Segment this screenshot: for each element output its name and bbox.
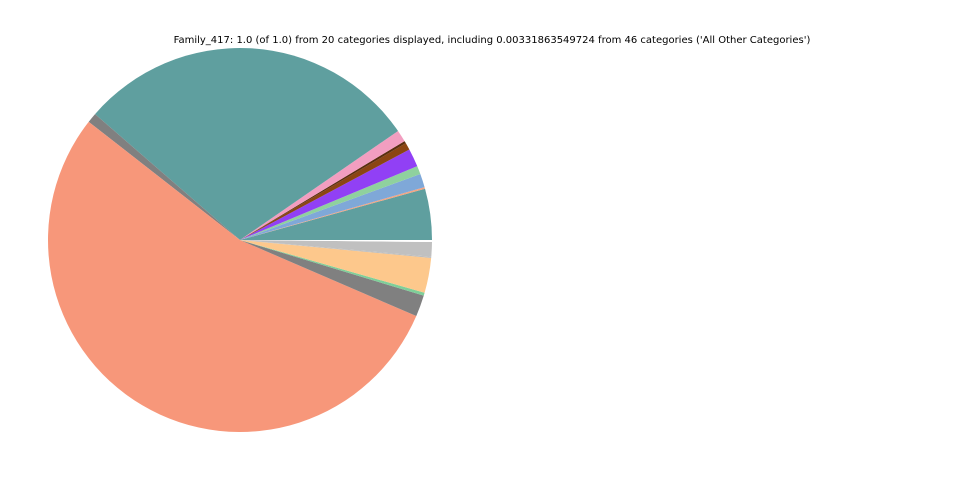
pie-slice: [240, 240, 432, 258]
chart-title: Family_417: 1.0 (of 1.0) from 20 categor…: [174, 35, 811, 46]
pie-slice: [240, 240, 432, 293]
pie-slice: [95, 47, 399, 240]
pie-slice: [240, 240, 425, 296]
pie-slice: [240, 143, 410, 240]
pie-slice: [240, 240, 432, 257]
pie-slice: [240, 130, 405, 240]
pie-slice: [240, 240, 432, 243]
pie-slice: [240, 141, 406, 240]
pie-slice: [88, 114, 240, 240]
pie-slice: [240, 149, 418, 240]
pie-slice: [240, 174, 425, 240]
pie-slice: [48, 121, 417, 433]
pie-slice: [240, 166, 421, 240]
pie-slice: [240, 240, 424, 317]
pie-slice: [240, 187, 426, 240]
pie-slice: [240, 188, 432, 240]
